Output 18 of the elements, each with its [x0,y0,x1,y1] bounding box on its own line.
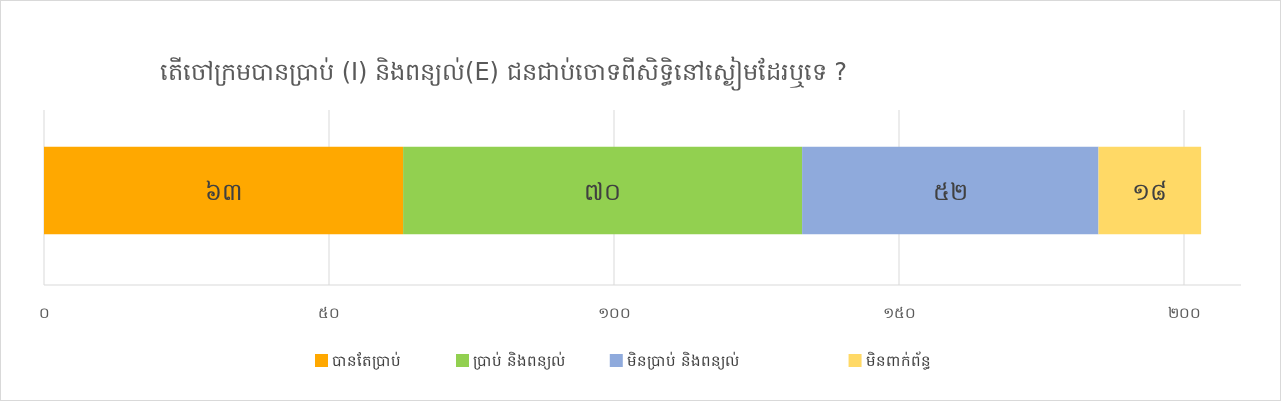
bar [802,146,1099,235]
bar [1098,146,1202,235]
x-tick-label: ២០០ [1167,304,1201,322]
data-label: ៧០ [584,177,622,206]
data-label: ១៨ [1132,177,1168,206]
legend-label: មិនប្រាប់ និងពន្យល់ [626,351,739,370]
x-tick-label: ៥០ [318,304,340,322]
data-label: ៥២ [932,177,968,206]
chart-title: តើចៅក្រមបានប្រាប់ (I) និងពន្យល់(E) ជនជាប់ចោទពីសិទ្ធិនៅស្ងៀមដែរឬទេ ? [160,56,847,91]
bar [44,146,404,235]
bar [403,146,803,235]
x-tick-label: ១០០ [597,304,631,322]
data-label: ៦៣ [204,177,243,206]
legend-label: មិនពាក់ព័ន្ធ [865,351,931,370]
x-tick-label: ១៥០ [882,304,916,322]
legend-label: បានតែប្រាប់ [332,351,401,370]
x-tick-label: ០ [38,304,50,322]
legend-label: ប្រាប់ និងពន្យល់ [473,351,565,370]
